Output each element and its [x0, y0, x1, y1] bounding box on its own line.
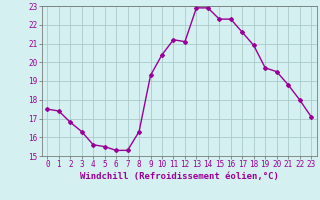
- X-axis label: Windchill (Refroidissement éolien,°C): Windchill (Refroidissement éolien,°C): [80, 172, 279, 181]
